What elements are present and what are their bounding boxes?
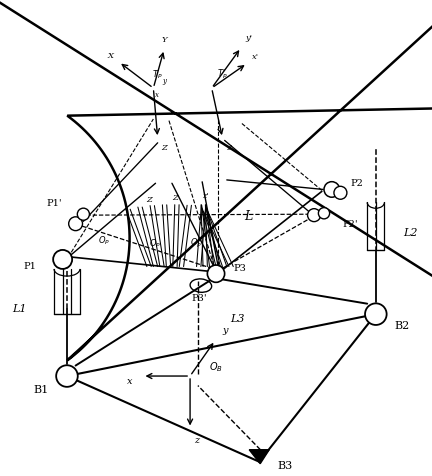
Text: x: x xyxy=(155,91,159,99)
Text: $O_P$: $O_P$ xyxy=(98,234,110,247)
Polygon shape xyxy=(0,0,432,360)
Text: $T_P$: $T_P$ xyxy=(152,69,163,81)
Circle shape xyxy=(365,303,387,325)
Text: B3: B3 xyxy=(277,461,293,472)
Text: z': z' xyxy=(202,192,209,200)
Text: P3': P3' xyxy=(191,295,206,303)
Text: L3: L3 xyxy=(230,314,245,324)
Text: P1': P1' xyxy=(46,199,62,208)
Text: z: z xyxy=(194,436,199,445)
Text: P3: P3 xyxy=(233,265,246,273)
Circle shape xyxy=(324,182,340,197)
Text: $O_P'$: $O_P'$ xyxy=(191,236,203,249)
Text: y: y xyxy=(162,77,166,85)
Text: L1: L1 xyxy=(12,304,27,315)
Text: Y: Y xyxy=(162,36,167,43)
Text: y': y' xyxy=(245,34,252,42)
Text: $T_P'$: $T_P'$ xyxy=(217,68,228,81)
Text: x': x' xyxy=(252,53,259,61)
Circle shape xyxy=(69,217,83,231)
Text: P1: P1 xyxy=(24,262,37,271)
Text: $O_P$: $O_P$ xyxy=(149,238,161,250)
Text: z': z' xyxy=(226,144,233,151)
Text: Z: Z xyxy=(172,194,178,201)
Text: P2': P2' xyxy=(342,220,358,229)
Circle shape xyxy=(308,208,321,222)
Circle shape xyxy=(53,250,72,269)
Text: Z: Z xyxy=(146,196,152,204)
Text: x: x xyxy=(127,377,132,386)
Text: X: X xyxy=(107,52,113,60)
Circle shape xyxy=(318,208,330,219)
Circle shape xyxy=(56,365,78,387)
Circle shape xyxy=(77,208,89,220)
Circle shape xyxy=(334,186,347,199)
Text: L2: L2 xyxy=(403,228,418,238)
Text: y: y xyxy=(222,327,227,335)
Text: B1: B1 xyxy=(33,385,49,396)
Text: P2: P2 xyxy=(350,179,363,188)
Polygon shape xyxy=(249,450,269,464)
Text: L: L xyxy=(244,210,253,223)
Text: B2: B2 xyxy=(394,321,410,331)
Text: $O_B$: $O_B$ xyxy=(209,361,223,374)
Text: Z: Z xyxy=(161,144,167,151)
Circle shape xyxy=(207,265,225,282)
